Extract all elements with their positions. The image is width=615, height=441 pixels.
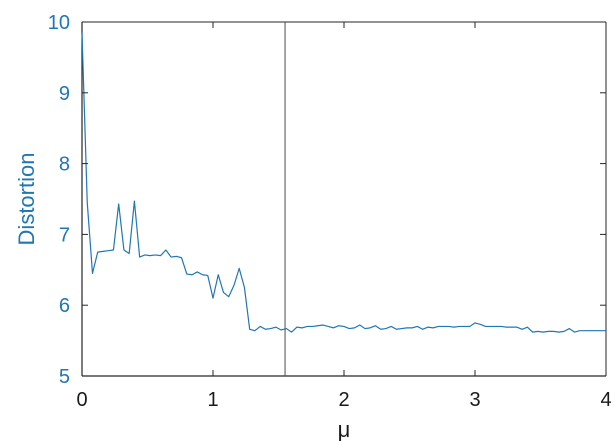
y-tick-label: 10	[48, 12, 70, 34]
y-tick-label: 9	[59, 83, 70, 105]
y-tick-label: 5	[59, 366, 70, 388]
y-tick-label: 8	[59, 154, 70, 176]
x-tick-label: 2	[338, 389, 349, 411]
x-axis-ticks: 0 1 2 3 4	[76, 22, 612, 411]
y-axis-ticks: 5 6 7 8 9 10	[48, 12, 606, 388]
series-line-0	[81, 32, 606, 333]
x-tick-label: 3	[469, 389, 480, 411]
y-tick-label: 6	[59, 295, 70, 317]
y-tick-label: 7	[59, 224, 70, 246]
x-axis-label: μ	[338, 417, 351, 441]
x-tick-label: 4	[600, 389, 611, 411]
y-axis-label: Distortion	[14, 153, 39, 246]
x-tick-label: 0	[76, 389, 87, 411]
plot-area	[81, 21, 607, 377]
x-tick-label: 1	[207, 389, 218, 411]
